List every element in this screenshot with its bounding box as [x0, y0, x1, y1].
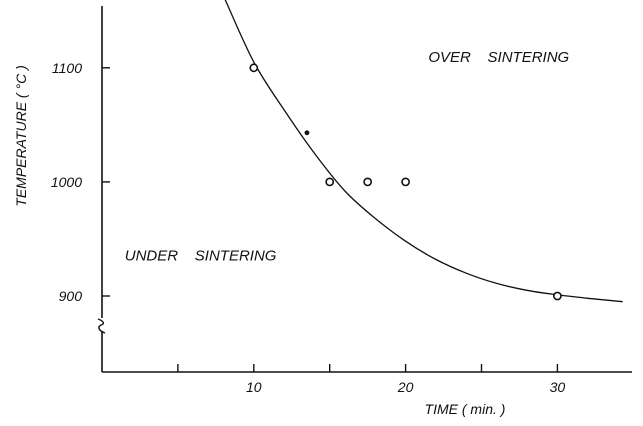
annotation-over: OVER SINTERING: [428, 49, 569, 66]
x-tick-label-20: 20: [397, 379, 414, 395]
y-axis-break-mark: [97, 318, 106, 334]
data-point-0-0: [249, 63, 259, 73]
y-tick-label-1000: 1000: [51, 174, 82, 190]
x-tick-label-10: 10: [246, 379, 262, 395]
data-point-0-3: [401, 177, 410, 187]
data-point-1-0: [304, 130, 310, 136]
ticks: [102, 67, 559, 372]
x-tick-label-30: 30: [550, 379, 566, 395]
tick-labels: 900 1000 1100 10 20 30: [51, 60, 566, 395]
y-tick-label-900: 900: [59, 288, 83, 304]
data-points: [249, 63, 562, 301]
data-point-0-2: [363, 177, 373, 187]
y-tick-label-1100: 1100: [52, 60, 82, 76]
data-point-0-1: [325, 177, 335, 187]
annotations: OVER SINTERING UNDER SINTERING: [125, 49, 570, 265]
x-axis-title: TIME ( min. ): [425, 401, 506, 417]
fit-curve: [224, 0, 623, 303]
data-point-0-4: [553, 291, 562, 301]
annotation-under: UNDER SINTERING: [125, 248, 277, 265]
y-axis-title: TEMPERATURE ( °C ): [13, 65, 29, 206]
axes: [97, 6, 632, 373]
